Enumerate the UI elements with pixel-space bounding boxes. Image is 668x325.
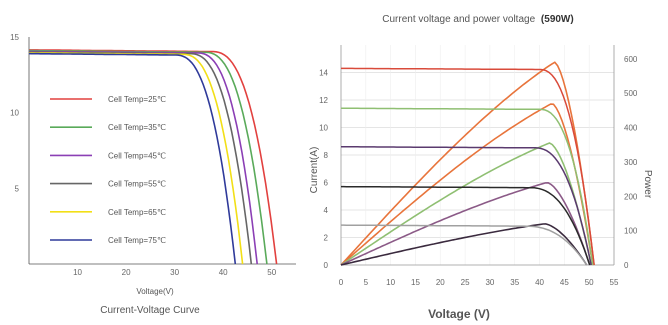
right-y2-axis-label: Power	[642, 170, 653, 199]
left-legend-item: Cell Temp=25℃	[50, 95, 166, 104]
left-legend-label: Cell Temp=65℃	[108, 208, 166, 217]
left-y-tick-label: 5	[15, 184, 20, 193]
right-x-tick-labels: 0 5 10 15 20 25 30 35 40 45 50 55	[339, 278, 619, 287]
left-legend-item: Cell Temp=55℃	[50, 180, 166, 189]
left-legend: Cell Temp=25℃ Cell Temp=35℃ Cell Temp=45℃ C…	[50, 95, 166, 245]
left-x-tick-label: 50	[267, 268, 276, 277]
right-x-tick-label: 40	[535, 278, 544, 287]
right-y-tick-label: 2	[324, 234, 329, 243]
right-x-tick-label: 50	[585, 278, 594, 287]
right-x-tick-label: 25	[461, 278, 470, 287]
right-current-curve-4	[341, 185, 591, 266]
right-power-curve-3	[340, 142, 592, 266]
right-x-tick-label: 30	[485, 278, 494, 287]
right-y-axis-label: Current(A)	[309, 147, 320, 194]
right-y-tick-label: 6	[324, 179, 329, 188]
right-current-curve-5	[341, 224, 588, 266]
right-chart: Current voltage and power voltage (590W)…	[309, 14, 653, 321]
right-power-curves	[340, 61, 595, 266]
left-x-axis-label: Voltage(V)	[136, 287, 174, 296]
left-y-tick-label: 10	[10, 109, 19, 118]
left-x-tick-label: 30	[170, 268, 179, 277]
right-chart-title-emph: (590W)	[541, 14, 574, 25]
right-y2-tick-label: 300	[624, 158, 638, 167]
right-x-axis-label: Voltage (V)	[428, 307, 490, 321]
right-x-tick-label: 0	[339, 278, 344, 287]
right-power-curve-4	[340, 181, 591, 266]
right-current-curve-2	[341, 107, 594, 266]
left-legend-item: Cell Temp=35℃	[50, 123, 166, 132]
right-power-curve-1	[340, 61, 595, 266]
left-legend-item: Cell Temp=45℃	[50, 151, 166, 160]
right-x-tick-label: 10	[386, 278, 395, 287]
right-current-curves	[341, 67, 595, 266]
right-y-tick-label: 12	[319, 96, 328, 105]
right-x-tick-label: 15	[411, 278, 420, 287]
right-y2-tick-label: 200	[624, 192, 638, 201]
right-chart-title-main: Current voltage and power voltage	[382, 14, 535, 25]
left-x-tick-label: 10	[73, 268, 82, 277]
left-legend-label: Cell Temp=35℃	[108, 123, 166, 132]
right-chart-title: Current voltage and power voltage (590W)	[382, 14, 573, 25]
left-legend-label: Cell Temp=25℃	[108, 95, 166, 104]
left-chart-title: Current-Voltage Curve	[100, 305, 200, 316]
right-y-tick-label: 0	[324, 261, 329, 270]
left-y-tick-label: 15	[10, 33, 19, 42]
left-legend-label: Cell Temp=45℃	[108, 151, 166, 160]
left-legend-item: Cell Temp=65℃	[50, 208, 166, 217]
right-y2-tick-labels: 0 100 200 300 400 500 600	[624, 55, 638, 270]
right-power-curve-2	[340, 103, 594, 266]
right-y2-tick-label: 600	[624, 55, 638, 64]
right-grid	[341, 45, 614, 265]
right-x-tick-label: 20	[436, 278, 445, 287]
right-x-tick-label: 45	[560, 278, 569, 287]
right-y-tick-label: 8	[324, 151, 329, 160]
right-y2-tick-label: 400	[624, 124, 638, 133]
right-x-tick-label: 5	[364, 278, 369, 287]
right-y-tick-label: 14	[319, 69, 328, 78]
right-y-tick-label: 4	[324, 206, 329, 215]
right-y-tick-labels: 0 2 4 6 8 10 12 14	[319, 69, 328, 271]
right-current-curve-1	[341, 67, 595, 266]
right-power-curve-5	[340, 223, 588, 266]
left-x-tick-label: 40	[219, 268, 228, 277]
right-x-tick-label: 55	[610, 278, 619, 287]
left-legend-item: Cell Temp=75℃	[50, 236, 166, 245]
right-y2-tick-label: 500	[624, 89, 638, 98]
left-x-tick-labels: 10 20 30 40 50	[73, 268, 277, 277]
left-x-tick-label: 20	[122, 268, 131, 277]
right-x-tick-label: 35	[510, 278, 519, 287]
right-y2-tick-label: 0	[624, 261, 629, 270]
right-current-curve-3	[341, 146, 592, 266]
left-y-tick-labels: 5 10 15	[10, 33, 19, 193]
left-legend-label: Cell Temp=75℃	[108, 236, 166, 245]
left-legend-label: Cell Temp=55℃	[108, 180, 166, 189]
right-y-tick-label: 10	[319, 124, 328, 133]
right-y2-tick-label: 100	[624, 227, 638, 236]
left-curves	[28, 49, 278, 265]
left-curve-6	[28, 52, 237, 265]
